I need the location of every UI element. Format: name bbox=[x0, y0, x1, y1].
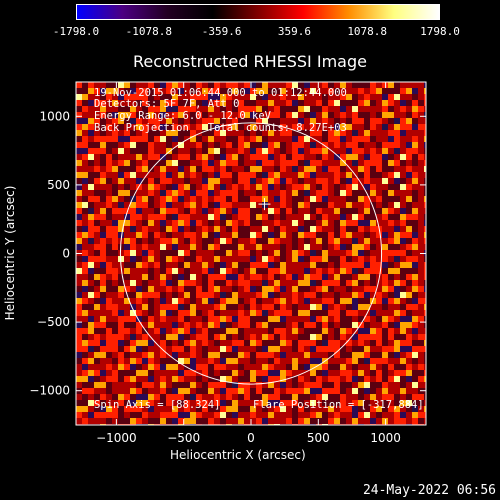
y-tick-label: 500 bbox=[47, 178, 70, 192]
y-axis-label: Heliocentric Y (arcsec) bbox=[3, 185, 17, 321]
y-tick-label: −1000 bbox=[29, 384, 70, 398]
method-text: Back Projection Total counts: 8.27E+03 bbox=[94, 122, 347, 134]
detectors-text: Detectors: 5F 7F, Att 0 bbox=[94, 98, 240, 110]
spin-axis-text: Spin Axis = [88.324] bbox=[94, 399, 221, 411]
time-range-text: 19-Nov-2015 01:06:44.000 to 01:12:44.000 bbox=[94, 87, 347, 99]
center-cross-marker bbox=[258, 198, 271, 211]
solar-limb-circle bbox=[119, 122, 383, 385]
colorbar-tick-label: -359.6 bbox=[201, 25, 242, 38]
x-tick-label: −500 bbox=[167, 431, 200, 445]
timestamp: 24-May-2022 06:56 bbox=[362, 483, 496, 498]
x-tick-label: 500 bbox=[307, 431, 330, 445]
colorbar-tick-label: 1798.0 bbox=[420, 25, 460, 38]
y-tick-label: −500 bbox=[37, 315, 70, 329]
flare-position-text: Flare Position = [-317,884] bbox=[253, 399, 424, 411]
chart-title: Reconstructed RHESSI Image bbox=[133, 52, 367, 71]
colorbar-tick-label: -1078.8 bbox=[125, 25, 172, 38]
colorbar bbox=[76, 4, 440, 20]
x-tick-label: 0 bbox=[247, 431, 255, 445]
colorbar-tick-label: -1798.0 bbox=[52, 25, 100, 38]
colorbar-tick-label: 359.6 bbox=[277, 25, 311, 38]
y-tick-label: 0 bbox=[62, 247, 70, 261]
x-axis-label: Heliocentric X (arcsec) bbox=[170, 448, 306, 462]
x-tick-label: 1000 bbox=[370, 431, 401, 445]
y-tick-label: 1000 bbox=[39, 109, 70, 123]
energy-range-text: Energy Range: 6.0 - 12.0 keV bbox=[94, 110, 272, 122]
x-tick-label: −1000 bbox=[96, 431, 137, 445]
colorbar-tick-label: 1078.8 bbox=[347, 25, 388, 38]
